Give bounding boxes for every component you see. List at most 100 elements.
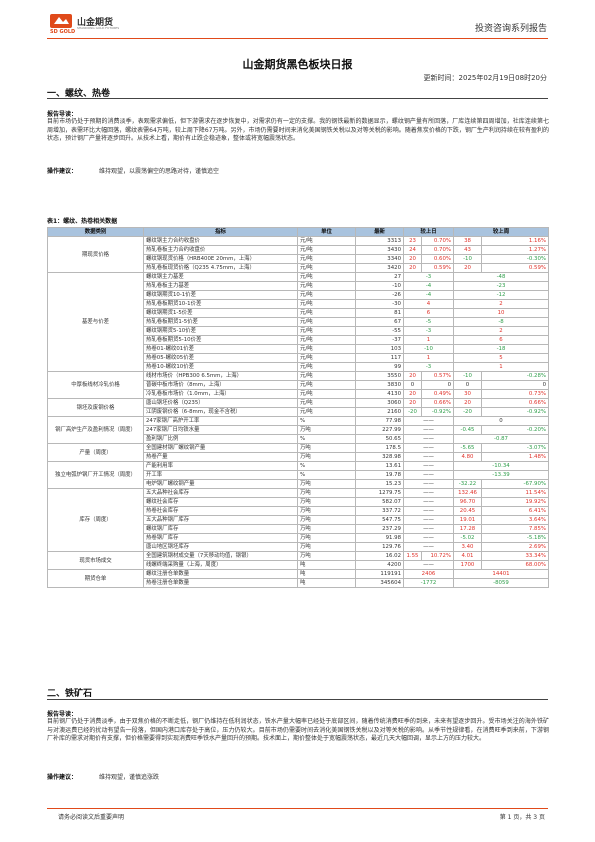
col-header-unit: 单位 — [297, 227, 356, 237]
unit-cell: 吨 — [297, 578, 356, 588]
week-change-cell: -5.02 — [453, 533, 482, 543]
day-change-cell: 23 — [403, 236, 422, 246]
indicator-cell: 热卷10-螺纹10价差 — [143, 362, 298, 372]
indicator-cell: 螺纹钢厂库存 — [143, 524, 298, 534]
category-cell: 钢坯及废钢价格 — [47, 398, 144, 417]
week-change-cell: -0.45 — [453, 425, 482, 435]
latest-value-cell: 103 — [355, 344, 404, 354]
latest-value-cell: 16.02 — [355, 551, 404, 561]
latest-value-cell: 178.5 — [355, 443, 404, 453]
logo-mark-icon — [50, 14, 72, 28]
indicator-cell: 线材市场价（HPB300 6.5mm，上海） — [143, 371, 298, 381]
week-change-cell: 38 — [453, 236, 482, 246]
latest-value-cell: 119191 — [355, 569, 404, 579]
table-row: 期现货价格 螺纹钢主力合约收盘价 元/吨 3313 23 0.70% 38 1.16% — [47, 236, 549, 273]
unit-cell: 万吨 — [297, 506, 356, 516]
unit-cell: 元/吨 — [297, 317, 356, 327]
day-change-pct-cell: 0.66% — [421, 398, 454, 408]
indicator-cell: 全国建材钢厂螺纹钢产量 — [143, 443, 298, 453]
unit-cell: 万吨 — [297, 551, 356, 561]
unit-cell: 元/吨 — [297, 398, 356, 408]
day-change-cell: —— — [403, 497, 454, 507]
week-change-cell: 0 — [453, 380, 482, 390]
table-row: 热轧卷板现货价格（Q235 4.75mm，上海） 元/吨 3420 20 0.59% 20… — [48, 263, 549, 273]
unit-cell: % — [297, 416, 356, 426]
unit-cell: 元/吨 — [297, 281, 356, 291]
day-change-cell: —— — [403, 425, 454, 435]
logo-name: 山金期货 — [77, 18, 114, 28]
week-change-cell: 10 — [453, 308, 549, 318]
day-change-cell: 1 — [403, 353, 454, 363]
day-change-pct-cell: 0 — [421, 380, 454, 390]
report-intro-label: 报告导读： — [47, 111, 78, 118]
category-cell: 中厚板线材冷轧价格 — [47, 371, 144, 399]
unit-cell: 万吨 — [297, 425, 356, 435]
latest-value-cell: 50.65 — [355, 434, 404, 444]
day-change-cell: -3 — [403, 362, 454, 372]
day-change-cell: -3 — [403, 272, 454, 282]
latest-value-cell: 15.23 — [355, 479, 404, 489]
col-header-category: 数据类别 — [47, 227, 144, 237]
indicator-cell: 247家钢厂日均铁水量 — [143, 425, 298, 435]
latest-value-cell: -37 — [355, 335, 404, 345]
table-header-row: 数据类别 指标 单位 最新 较上日 较上周 — [47, 227, 549, 237]
unit-cell: 元/吨 — [297, 308, 356, 318]
indicator-cell: 产能利用率 — [143, 461, 298, 471]
week-change-pct-cell: -0.92% — [481, 407, 549, 417]
unit-cell: 万吨 — [297, 443, 356, 453]
operation-advice: 操作建议： 维持观望，谨慎追涨跌 — [47, 772, 159, 781]
week-change-pct-cell: -0.30% — [481, 254, 549, 264]
latest-value-cell: 2160 — [355, 407, 404, 417]
unit-cell: 元/吨 — [297, 344, 356, 354]
latest-value-cell: 3550 — [355, 371, 404, 381]
day-change-cell: 6 — [403, 308, 454, 318]
indicator-cell: 热轧卷板期货1-5价差 — [143, 317, 298, 327]
day-change-cell: -20 — [403, 407, 422, 417]
category-cell: 现货市场成交 — [47, 551, 144, 570]
table-row: 线螺终端采购量（上海，周度）吨 4200 —— 1700 68.00% — [48, 560, 549, 570]
week-change-pct-cell: -3.07% — [481, 443, 549, 453]
day-change-cell: —— — [403, 524, 454, 534]
week-change-cell: 14401 — [453, 569, 549, 579]
latest-value-cell: 19.78 — [355, 470, 404, 480]
table-row: 中厚板线材冷轧价格 线材市场价（HPB300 6.5mm，上海） 元/吨 3550 20… — [47, 371, 549, 399]
indicator-cell: 普碳中板市场价（8mm，上海） — [143, 380, 298, 390]
week-change-pct-cell: 6.41% — [481, 506, 549, 516]
unit-cell: 元/吨 — [297, 299, 356, 309]
unit-cell: 元/吨 — [297, 407, 356, 417]
category-cell: 钢厂高炉生产及盈利情况（周度） — [47, 416, 144, 444]
unit-cell: 元/吨 — [297, 245, 356, 255]
day-change-pct-cell: 0.49% — [421, 389, 454, 399]
header-divider — [47, 38, 548, 39]
table-row: 库存（周度） 五大品种社会库存 万吨 1279.75 —— 132.46 11.54% — [47, 488, 549, 552]
unit-cell: 元/吨 — [297, 290, 356, 300]
day-change-cell: 1 — [403, 335, 454, 345]
latest-value-cell: 3430 — [355, 245, 404, 255]
day-change-cell: —— — [403, 416, 454, 426]
day-change-cell: 20 — [403, 254, 422, 264]
week-change-cell: -13.39 — [453, 470, 549, 480]
day-change-cell: —— — [403, 443, 454, 453]
week-change-cell: 20 — [453, 263, 482, 273]
latest-value-cell: -30 — [355, 299, 404, 309]
indicator-cell: 螺纹钢期货5-10价差 — [143, 326, 298, 336]
indicator-cell: 五大品种社会库存 — [143, 488, 298, 498]
category-cell: 产量（周度） — [47, 443, 144, 462]
table-row: 钢厂高炉生产及盈利情况（周度） 247家钢厂高炉开工率% 77.98 —— 0 — [47, 416, 549, 444]
week-change-cell: -18 — [453, 344, 549, 354]
indicator-cell: 电炉钢厂螺纹钢产量 — [143, 479, 298, 489]
day-change-cell: —— — [403, 434, 454, 444]
week-change-cell: 17.28 — [453, 524, 482, 534]
day-change-cell: 20 — [403, 371, 422, 381]
day-change-pct-cell: 0.57% — [421, 371, 454, 381]
table-row: 独立电弧炉钢厂开工情况（周度） 产能利用率% 13.61 —— -10.34 — [47, 461, 549, 489]
day-change-cell: —— — [403, 461, 454, 471]
week-change-cell: 5 — [453, 353, 549, 363]
latest-value-cell: -26 — [355, 290, 404, 300]
latest-value-cell: 4130 — [355, 389, 404, 399]
day-change-cell: -5 — [403, 317, 454, 327]
unit-cell: 元/吨 — [297, 263, 356, 273]
latest-value-cell: -10 — [355, 281, 404, 291]
week-change-cell: 2 — [453, 299, 549, 309]
week-change-cell: 0 — [453, 416, 549, 426]
